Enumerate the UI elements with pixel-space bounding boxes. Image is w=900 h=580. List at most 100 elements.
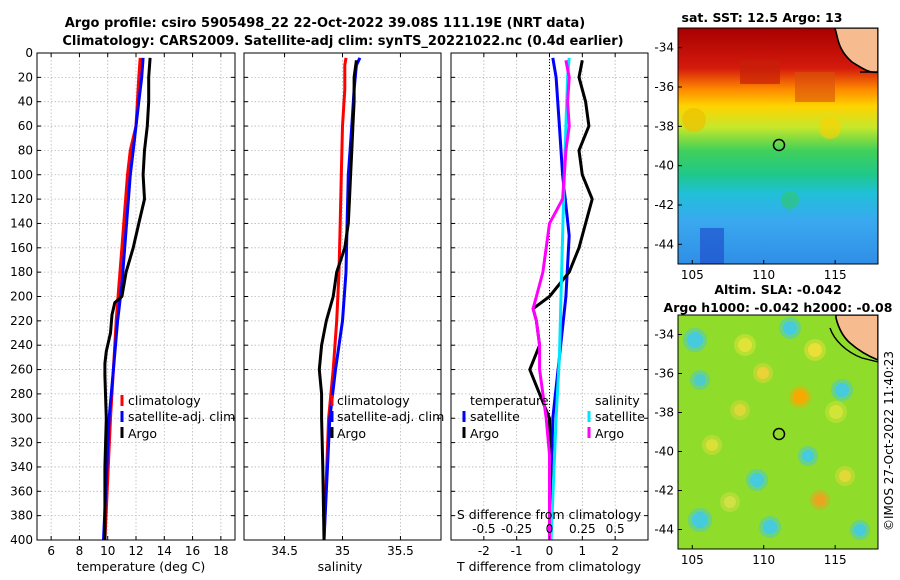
sla-anomaly bbox=[783, 321, 797, 335]
x2-tick-label: -0.5 bbox=[472, 522, 495, 536]
sla-anomaly bbox=[706, 439, 718, 451]
y-tick-label: 80 bbox=[18, 143, 33, 157]
sst-eddy bbox=[781, 191, 799, 209]
series-line-argo bbox=[103, 57, 152, 540]
series-line-temperature-satellite bbox=[548, 57, 571, 541]
sla-anomaly bbox=[802, 450, 814, 462]
coast-outline bbox=[829, 327, 878, 363]
y-tick-label: 120 bbox=[10, 192, 33, 206]
y-tick-label: 60 bbox=[18, 119, 33, 133]
series-line-salinity-argo bbox=[531, 60, 571, 540]
legend-label-satellite-clim: satellite-adj. clim bbox=[337, 409, 444, 424]
legend-label-sal-satellite: satellite bbox=[595, 409, 645, 424]
x-tick-label: 34.5 bbox=[271, 544, 298, 558]
y-tick-label: 280 bbox=[10, 387, 33, 401]
salinity-legend: climatology satellite-adj. clim Argo bbox=[330, 393, 444, 441]
sla-anomaly bbox=[763, 520, 777, 534]
map-y-tick-label: -36 bbox=[654, 367, 674, 381]
land-mass bbox=[835, 315, 878, 361]
sst-warm-patch bbox=[795, 72, 835, 102]
y-tick-label: 220 bbox=[10, 314, 33, 328]
temperature-xlabel: temperature (deg C) bbox=[77, 559, 206, 574]
x-tick-label: 1 bbox=[579, 544, 587, 558]
sst-map-ticks: 105 110 115 -34 -36 -38 -40 -42 -44 bbox=[654, 41, 846, 282]
map-y-tick-label: -42 bbox=[654, 198, 674, 212]
y-tick-label: 300 bbox=[10, 411, 33, 425]
sla-anomaly bbox=[750, 473, 764, 487]
sla-anomaly bbox=[734, 404, 746, 416]
y-tick-label: 260 bbox=[10, 363, 33, 377]
x2-tick-label: 0 bbox=[546, 522, 554, 536]
x-tick-label: 10 bbox=[100, 544, 115, 558]
difference-profile-panel: -2 -1 0 1 2 -0.5 -0.25 0 0.25 0.5 bbox=[450, 52, 649, 558]
difference-legend: temperature satellite Argo salinity sate… bbox=[462, 393, 645, 441]
sst-map-title: sat. SST: 12.5 Argo: 13 bbox=[682, 10, 843, 25]
x-tick-label: 8 bbox=[76, 544, 84, 558]
map-y-tick-label: -36 bbox=[654, 80, 674, 94]
title-line1: Argo profile: csiro 5905498_22 22-Oct-20… bbox=[65, 16, 586, 31]
map-y-tick-label: -42 bbox=[654, 484, 674, 498]
map-y-tick-label: -40 bbox=[654, 159, 674, 173]
y-tick-label: 100 bbox=[10, 168, 33, 182]
y-tick-label: 40 bbox=[18, 95, 33, 109]
sla-map bbox=[678, 315, 878, 549]
difference-xlabel: T difference from climatology bbox=[456, 559, 642, 574]
sst-cold-patch bbox=[700, 228, 724, 264]
sla-anomaly bbox=[694, 374, 706, 386]
temperature-profile-panel: 6 8 10 12 14 16 180204060801001201401601802002… bbox=[10, 46, 236, 558]
legend-label-sal-argo: Argo bbox=[595, 426, 624, 441]
x-tick-label: -1 bbox=[511, 544, 523, 558]
sla-anomaly bbox=[692, 512, 708, 528]
difference-x2label: S difference from climatology bbox=[457, 507, 642, 522]
series-line-satellite-adj-clim bbox=[102, 57, 145, 541]
map-x-tick-label: 105 bbox=[681, 553, 704, 567]
legend-label-argo: Argo bbox=[337, 426, 366, 441]
salinity-xlabel: salinity bbox=[318, 559, 363, 574]
map-y-tick-label: -44 bbox=[654, 523, 674, 537]
legend-label-satellite-clim: satellite-adj. clim bbox=[128, 409, 235, 424]
title-line2: Climatology: CARS2009. Satellite-adj cli… bbox=[62, 34, 623, 49]
sla-anomalies bbox=[683, 317, 870, 540]
sla-argo-marker bbox=[772, 427, 786, 441]
y-tick-label: 320 bbox=[10, 436, 33, 450]
sla-anomaly bbox=[835, 383, 849, 397]
series-line-climatology bbox=[322, 57, 348, 541]
legend-label-argo: Argo bbox=[128, 426, 157, 441]
salinity-profile-panel: 34.5 35 35.5 bbox=[243, 52, 442, 558]
x-tick-label: 0 bbox=[546, 544, 554, 558]
x-tick-label: 16 bbox=[185, 544, 200, 558]
series-line-argo bbox=[317, 60, 358, 541]
x2-tick-label: -0.25 bbox=[501, 522, 532, 536]
x-tick-label: 35.5 bbox=[387, 544, 414, 558]
sla-field bbox=[678, 315, 878, 549]
sst-argo-marker bbox=[772, 138, 786, 152]
sla-map-frame bbox=[677, 314, 879, 550]
legend-label-climatology: climatology bbox=[128, 393, 201, 408]
sla-anomaly bbox=[854, 524, 866, 536]
y-tick-label: 180 bbox=[10, 265, 33, 279]
sst-map bbox=[678, 28, 878, 264]
y-tick-label: 340 bbox=[10, 460, 33, 474]
map-x-tick-label: 105 bbox=[681, 268, 704, 282]
map-y-tick-label: -34 bbox=[654, 328, 674, 342]
legend-label-temp-argo: Argo bbox=[470, 426, 499, 441]
sla-anomaly bbox=[829, 405, 843, 419]
x-tick-label: 2 bbox=[611, 544, 619, 558]
sla-map-ticks: 105 110 115 -34 -36 -38 -40 -42 -44 bbox=[654, 328, 846, 568]
sst-eddy bbox=[682, 108, 706, 132]
y-tick-label: 140 bbox=[10, 216, 33, 230]
map-y-tick-label: -34 bbox=[654, 41, 674, 55]
sst-map-frame bbox=[677, 27, 879, 265]
y-tick-label: 400 bbox=[10, 533, 33, 547]
x-tick-label: -2 bbox=[478, 544, 490, 558]
sst-warm-patch bbox=[740, 60, 780, 84]
map-y-tick-label: -40 bbox=[654, 445, 674, 459]
sla-anomaly bbox=[757, 367, 769, 379]
y-tick-label: 20 bbox=[18, 70, 33, 84]
sla-anomaly bbox=[724, 496, 736, 508]
x2-tick-label: 0.5 bbox=[606, 522, 625, 536]
legend-label-temp-satellite: satellite bbox=[470, 409, 520, 424]
x2-tick-label: 0.25 bbox=[569, 522, 596, 536]
x-tick-label: 18 bbox=[213, 544, 228, 558]
